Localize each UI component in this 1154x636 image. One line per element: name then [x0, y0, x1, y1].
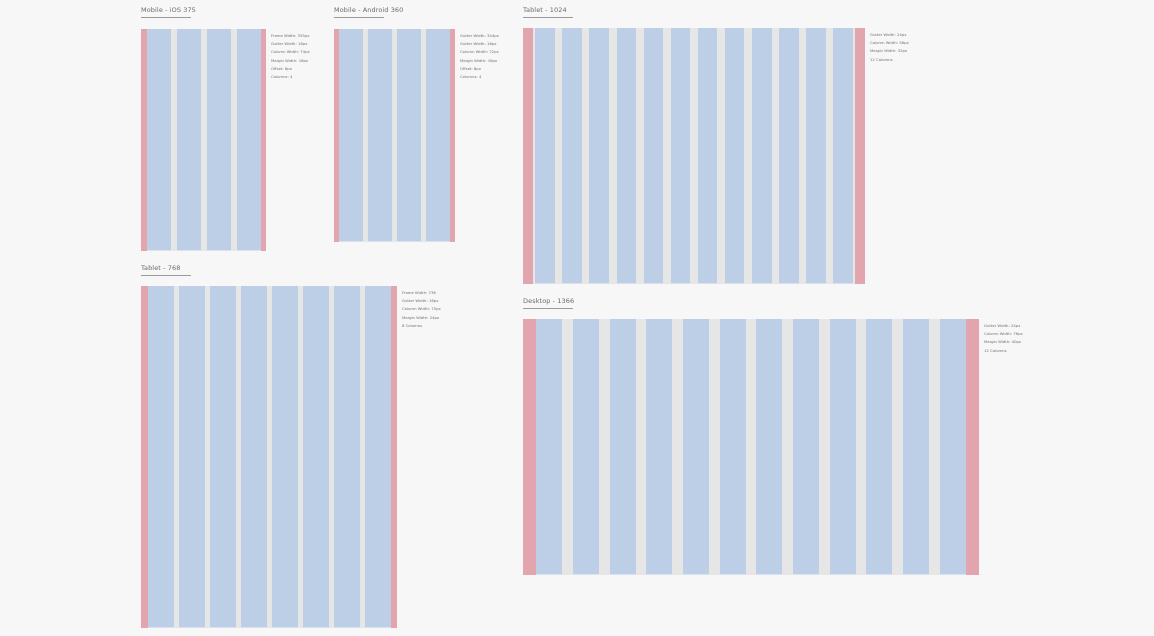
- frame-title: Desktop - 1366: [523, 297, 575, 305]
- grid-specs: Gutter Width: 24px Column Width: 76px Marg…: [984, 322, 1023, 355]
- grid-column: [779, 28, 799, 284]
- margin-right: [855, 28, 865, 284]
- grid-column: [206, 29, 231, 251]
- margin-right: [966, 319, 979, 575]
- grid-column: [562, 28, 582, 284]
- grid-column: [866, 319, 893, 575]
- grid-column: [643, 28, 664, 284]
- grid-column: [209, 286, 236, 628]
- grid-column: [147, 286, 174, 628]
- spec-line: Margin Width: 16px: [271, 57, 309, 63]
- spec-line: Gutter Width: 24px: [984, 323, 1021, 328]
- grid-frame[interactable]: [334, 29, 455, 242]
- title-underline: [523, 17, 573, 18]
- grid-column: [426, 29, 451, 242]
- frame-title: Mobile - Android 360: [334, 6, 404, 14]
- grid-specs: Frame Width: 355px Gutter Width: 16px Colu…: [271, 32, 310, 81]
- margin-left: [334, 29, 340, 242]
- margin-right: [449, 29, 455, 242]
- frame-title: Mobile - iOS 375: [141, 6, 196, 14]
- grid-column: [397, 29, 422, 242]
- spec-line: Frame Width: 355px: [271, 33, 310, 38]
- margin-right: [260, 29, 266, 251]
- grid-column: [176, 29, 201, 251]
- margin-right: [390, 286, 397, 628]
- grid-column: [719, 319, 746, 575]
- spec-line: Margin Width: 24px: [402, 314, 440, 320]
- grid-frame[interactable]: [141, 286, 397, 628]
- spec-line: Column Width: 76px: [984, 331, 1023, 337]
- margin-left: [141, 29, 147, 251]
- grid-column: [240, 286, 267, 628]
- grid-column: [682, 319, 709, 575]
- grid-column: [793, 319, 820, 575]
- grid-column: [271, 286, 298, 628]
- title-underline: [334, 17, 384, 18]
- grid-column: [364, 286, 391, 628]
- grid-column: [752, 28, 772, 284]
- grid-column: [572, 319, 599, 575]
- grid-column: [829, 319, 856, 575]
- grid-column: [833, 28, 853, 284]
- grid-column: [616, 28, 636, 284]
- grid-column: [646, 319, 673, 575]
- spec-line: Margin Width: 40px: [984, 339, 1022, 345]
- spec-line: Margin Width: 32px: [870, 48, 908, 54]
- grid-column: [589, 28, 609, 284]
- spec-line: Gutter Width: 24px: [870, 32, 907, 37]
- spec-line: Offset: 8px: [271, 65, 292, 71]
- grid-frame[interactable]: [141, 29, 266, 251]
- grid-column: [536, 319, 563, 575]
- grid-column: [806, 28, 826, 284]
- grid-column: [535, 28, 555, 284]
- grid-specs: Frame Width: 736 Gutter Width: 16px Column…: [402, 289, 441, 330]
- grid-column: [609, 319, 636, 575]
- grid-specs: Gutter Width: 344px Gutter Width: 16px Col…: [460, 32, 499, 81]
- title-underline: [141, 275, 191, 276]
- grid-column: [236, 29, 261, 251]
- grid-specs: Gutter Width: 24px Column Width: 56px Marg…: [870, 31, 909, 64]
- margin-left: [523, 28, 533, 284]
- margin-left: [523, 319, 536, 575]
- spec-line: 12 Columns: [984, 347, 1007, 353]
- margin-left: [141, 286, 148, 628]
- frame-title: Tablet - 1024: [523, 6, 567, 14]
- spec-line: Column Width: 72px: [460, 49, 499, 55]
- grid-column: [338, 29, 363, 242]
- spec-line: 12 Columns: [870, 56, 893, 62]
- spec-line: Frame Width: 736: [402, 290, 436, 295]
- spec-line: Gutter Width: 16px: [460, 41, 497, 47]
- grid-column: [178, 286, 205, 628]
- spec-line: Margin Width: 16px: [460, 57, 498, 63]
- grid-column: [697, 28, 718, 284]
- grid-column: [756, 319, 783, 575]
- spec-line: 8 Columns: [402, 322, 423, 328]
- grid-column: [333, 286, 360, 628]
- grid-column: [724, 28, 745, 284]
- spec-line: Column Width: 74px: [271, 49, 310, 55]
- spec-line: Columns: 4: [271, 74, 293, 80]
- spec-line: Gutter Width: 16px: [402, 298, 439, 304]
- spec-line: Gutter Width: 344px: [460, 33, 499, 38]
- spec-line: Column Width: 56px: [870, 40, 909, 46]
- spec-line: Columns: 4: [460, 74, 482, 80]
- spec-line: Column Width: 75px: [402, 306, 441, 312]
- title-underline: [141, 17, 191, 18]
- grid-column: [367, 29, 392, 242]
- title-underline: [523, 308, 573, 309]
- grid-column: [939, 319, 966, 575]
- grid-frame[interactable]: [523, 319, 979, 575]
- grid-column: [146, 29, 171, 251]
- spec-line: Offset: 8px: [460, 65, 481, 71]
- grid-column: [302, 286, 329, 628]
- frame-title: Tablet - 768: [141, 264, 181, 272]
- grid-column: [903, 319, 930, 575]
- spec-line: Gutter Width: 16px: [271, 41, 308, 47]
- grid-frame[interactable]: [523, 28, 865, 284]
- grid-column: [670, 28, 691, 284]
